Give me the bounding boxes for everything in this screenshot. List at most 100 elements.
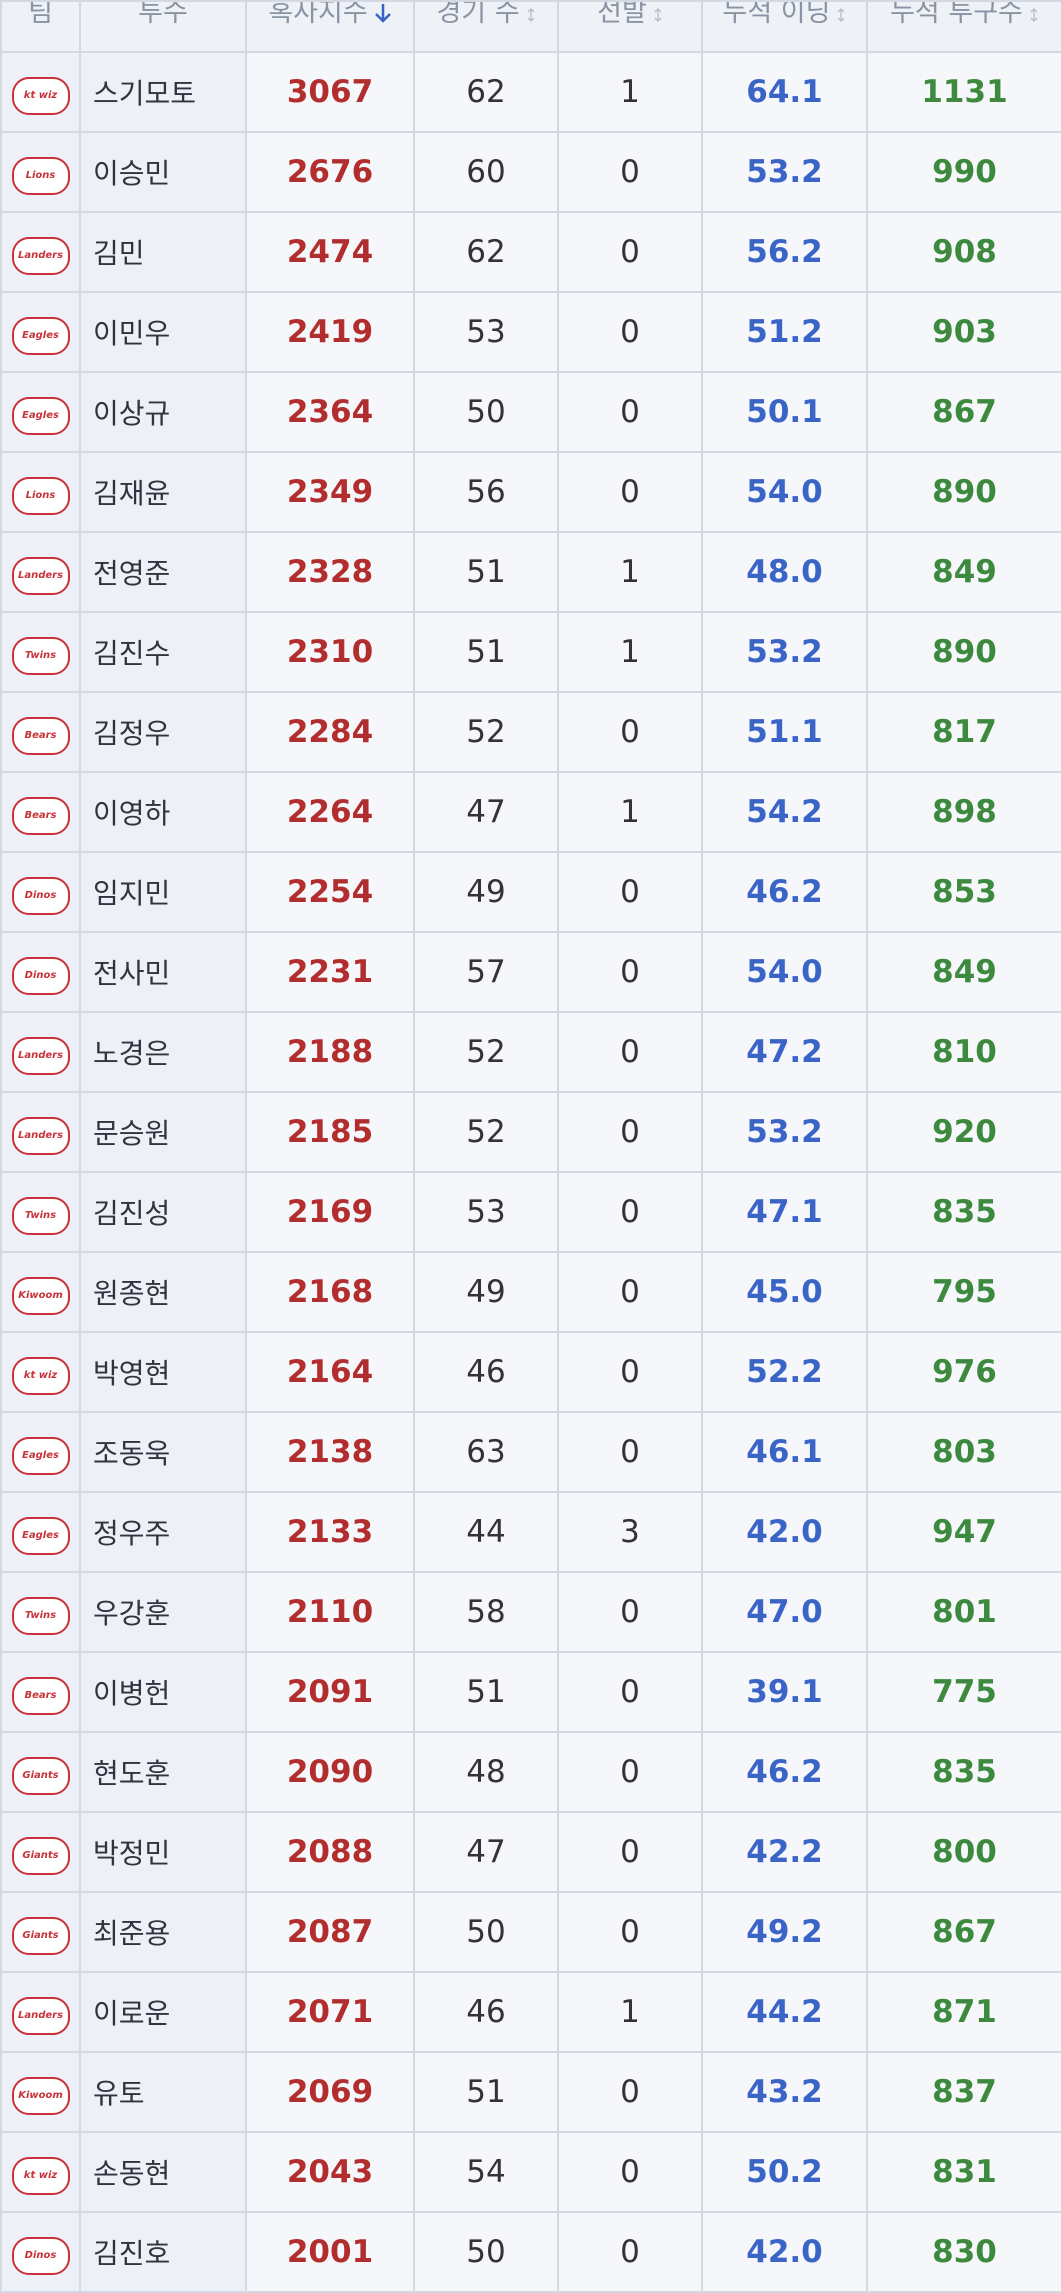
table-cell: 903: [866, 291, 1061, 373]
table-row: kt wiz 박영현 2164 46 0 52.2 976: [0, 1331, 1061, 1413]
table-row: Giants 박정민 2088 47 0 42.2 800: [0, 1811, 1061, 1893]
cell-value: 2349: [286, 474, 374, 510]
table-cell: 800: [866, 1811, 1061, 1893]
table-cell: 2231: [245, 931, 415, 1013]
table-cell: 890: [866, 611, 1061, 693]
table-cell: 2254: [245, 851, 415, 933]
cell-value: 54.0: [746, 474, 823, 510]
column-header[interactable]: 혹사지수: [245, 0, 415, 53]
pitcher-name: 원종현: [93, 1277, 171, 1310]
pitcher-name: 우강훈: [93, 1597, 171, 1630]
header-label: 누적 투구수: [890, 1, 1023, 28]
table-cell: 47.1: [701, 1171, 868, 1253]
table-cell: 831: [866, 2131, 1061, 2213]
table-cell: 0: [557, 851, 703, 933]
table-cell: 51: [413, 531, 559, 613]
team-logo: Kiwoom: [11, 2076, 70, 2115]
table-cell: Eagles: [0, 371, 81, 453]
sort-icon: [838, 8, 845, 22]
cell-value: 48: [466, 1754, 506, 1790]
table-cell: 43.2: [701, 2051, 868, 2133]
pitcher-name: 전영준: [93, 557, 171, 590]
team-logo: Eagles: [11, 316, 70, 355]
table-row: Twins 김진수 2310 51 1 53.2 890: [0, 611, 1061, 693]
table-row: Giants 최준용 2087 50 0 49.2 867: [0, 1891, 1061, 1973]
table-cell: 810: [866, 1011, 1061, 1093]
cell-value: 46.2: [746, 1754, 823, 1790]
table-cell: 60: [413, 131, 559, 213]
cell-value: 0: [620, 234, 640, 270]
table-cell: 890: [866, 451, 1061, 533]
table-cell: 전사민: [79, 931, 247, 1013]
table-cell: 803: [866, 1411, 1061, 1493]
cell-value: 3067: [286, 74, 374, 110]
table-cell: 2474: [245, 211, 415, 293]
pitcher-name: 김민: [93, 237, 145, 270]
table-cell: Landers: [0, 1011, 81, 1093]
pitcher-name: 이로운: [93, 1997, 171, 2030]
column-header[interactable]: 선발: [557, 0, 703, 53]
column-header: 투수: [79, 0, 247, 53]
team-logo: Dinos: [11, 876, 70, 915]
team-logo: kt wiz: [11, 2156, 70, 2195]
table-cell: 이영하: [79, 771, 247, 853]
table-cell: 0: [557, 1251, 703, 1333]
table-cell: 2188: [245, 1011, 415, 1093]
table-cell: 2264: [245, 771, 415, 853]
cell-value: 920: [932, 1114, 997, 1150]
cell-value: 2185: [286, 1114, 374, 1150]
table-cell: 0: [557, 1011, 703, 1093]
cell-value: 1: [620, 554, 640, 590]
team-logo: Bears: [11, 796, 70, 835]
table-cell: 2185: [245, 1091, 415, 1173]
table-row: Bears 김정우 2284 52 0 51.1 817: [0, 691, 1061, 773]
table-cell: Landers: [0, 531, 81, 613]
pitcher-name: 박정민: [93, 1837, 171, 1870]
cell-value: 0: [620, 1594, 640, 1630]
table-cell: 임지민: [79, 851, 247, 933]
table-cell: 51.2: [701, 291, 868, 373]
pitcher-name: 이병헌: [93, 1677, 171, 1710]
cell-value: 810: [932, 1034, 997, 1070]
cell-value: 52: [466, 714, 506, 750]
table-cell: 44: [413, 1491, 559, 1573]
cell-value: 46: [466, 1994, 506, 2030]
table-cell: 49.2: [701, 1891, 868, 1973]
table-cell: 54.0: [701, 931, 868, 1013]
cell-value: 50.2: [746, 2154, 823, 2190]
table-cell: 2168: [245, 1251, 415, 1333]
team-logo: kt wiz: [11, 76, 70, 115]
table-cell: 47: [413, 1811, 559, 1893]
table-cell: Dinos: [0, 851, 81, 933]
table-cell: 2676: [245, 131, 415, 213]
cell-value: 0: [620, 1034, 640, 1070]
table-cell: 39.1: [701, 1651, 868, 1733]
cell-value: 52: [466, 1114, 506, 1150]
column-header[interactable]: 누적 투구수: [866, 0, 1061, 53]
table-cell: 57: [413, 931, 559, 1013]
cell-value: 2087: [286, 1914, 374, 1950]
pitcher-name: 전사민: [93, 957, 171, 990]
table-cell: 947: [866, 1491, 1061, 1573]
table-cell: Kiwoom: [0, 1251, 81, 1333]
table-cell: 전영준: [79, 531, 247, 613]
header-content: 투수: [138, 3, 188, 26]
cell-value: 51.1: [746, 714, 823, 750]
table-cell: 김진성: [79, 1171, 247, 1253]
column-header[interactable]: 누적 이닝: [701, 0, 868, 53]
pitcher-name: 최준용: [93, 1917, 171, 1950]
table-cell: Twins: [0, 611, 81, 693]
header-label: 혹사지수: [268, 1, 368, 28]
table-row: Twins 김진성 2169 53 0 47.1 835: [0, 1171, 1061, 1253]
table-cell: Landers: [0, 1091, 81, 1173]
cell-value: 795: [932, 1274, 997, 1310]
table-cell: Giants: [0, 1731, 81, 1813]
cell-value: 830: [932, 2234, 997, 2270]
team-logo: Landers: [11, 1036, 70, 1075]
table-cell: 62: [413, 51, 559, 133]
cell-value: 51: [466, 1674, 506, 1710]
table-cell: 53: [413, 1171, 559, 1253]
cell-value: 867: [932, 1914, 997, 1950]
table-cell: 이상규: [79, 371, 247, 453]
column-header[interactable]: 경기 수: [413, 0, 559, 53]
